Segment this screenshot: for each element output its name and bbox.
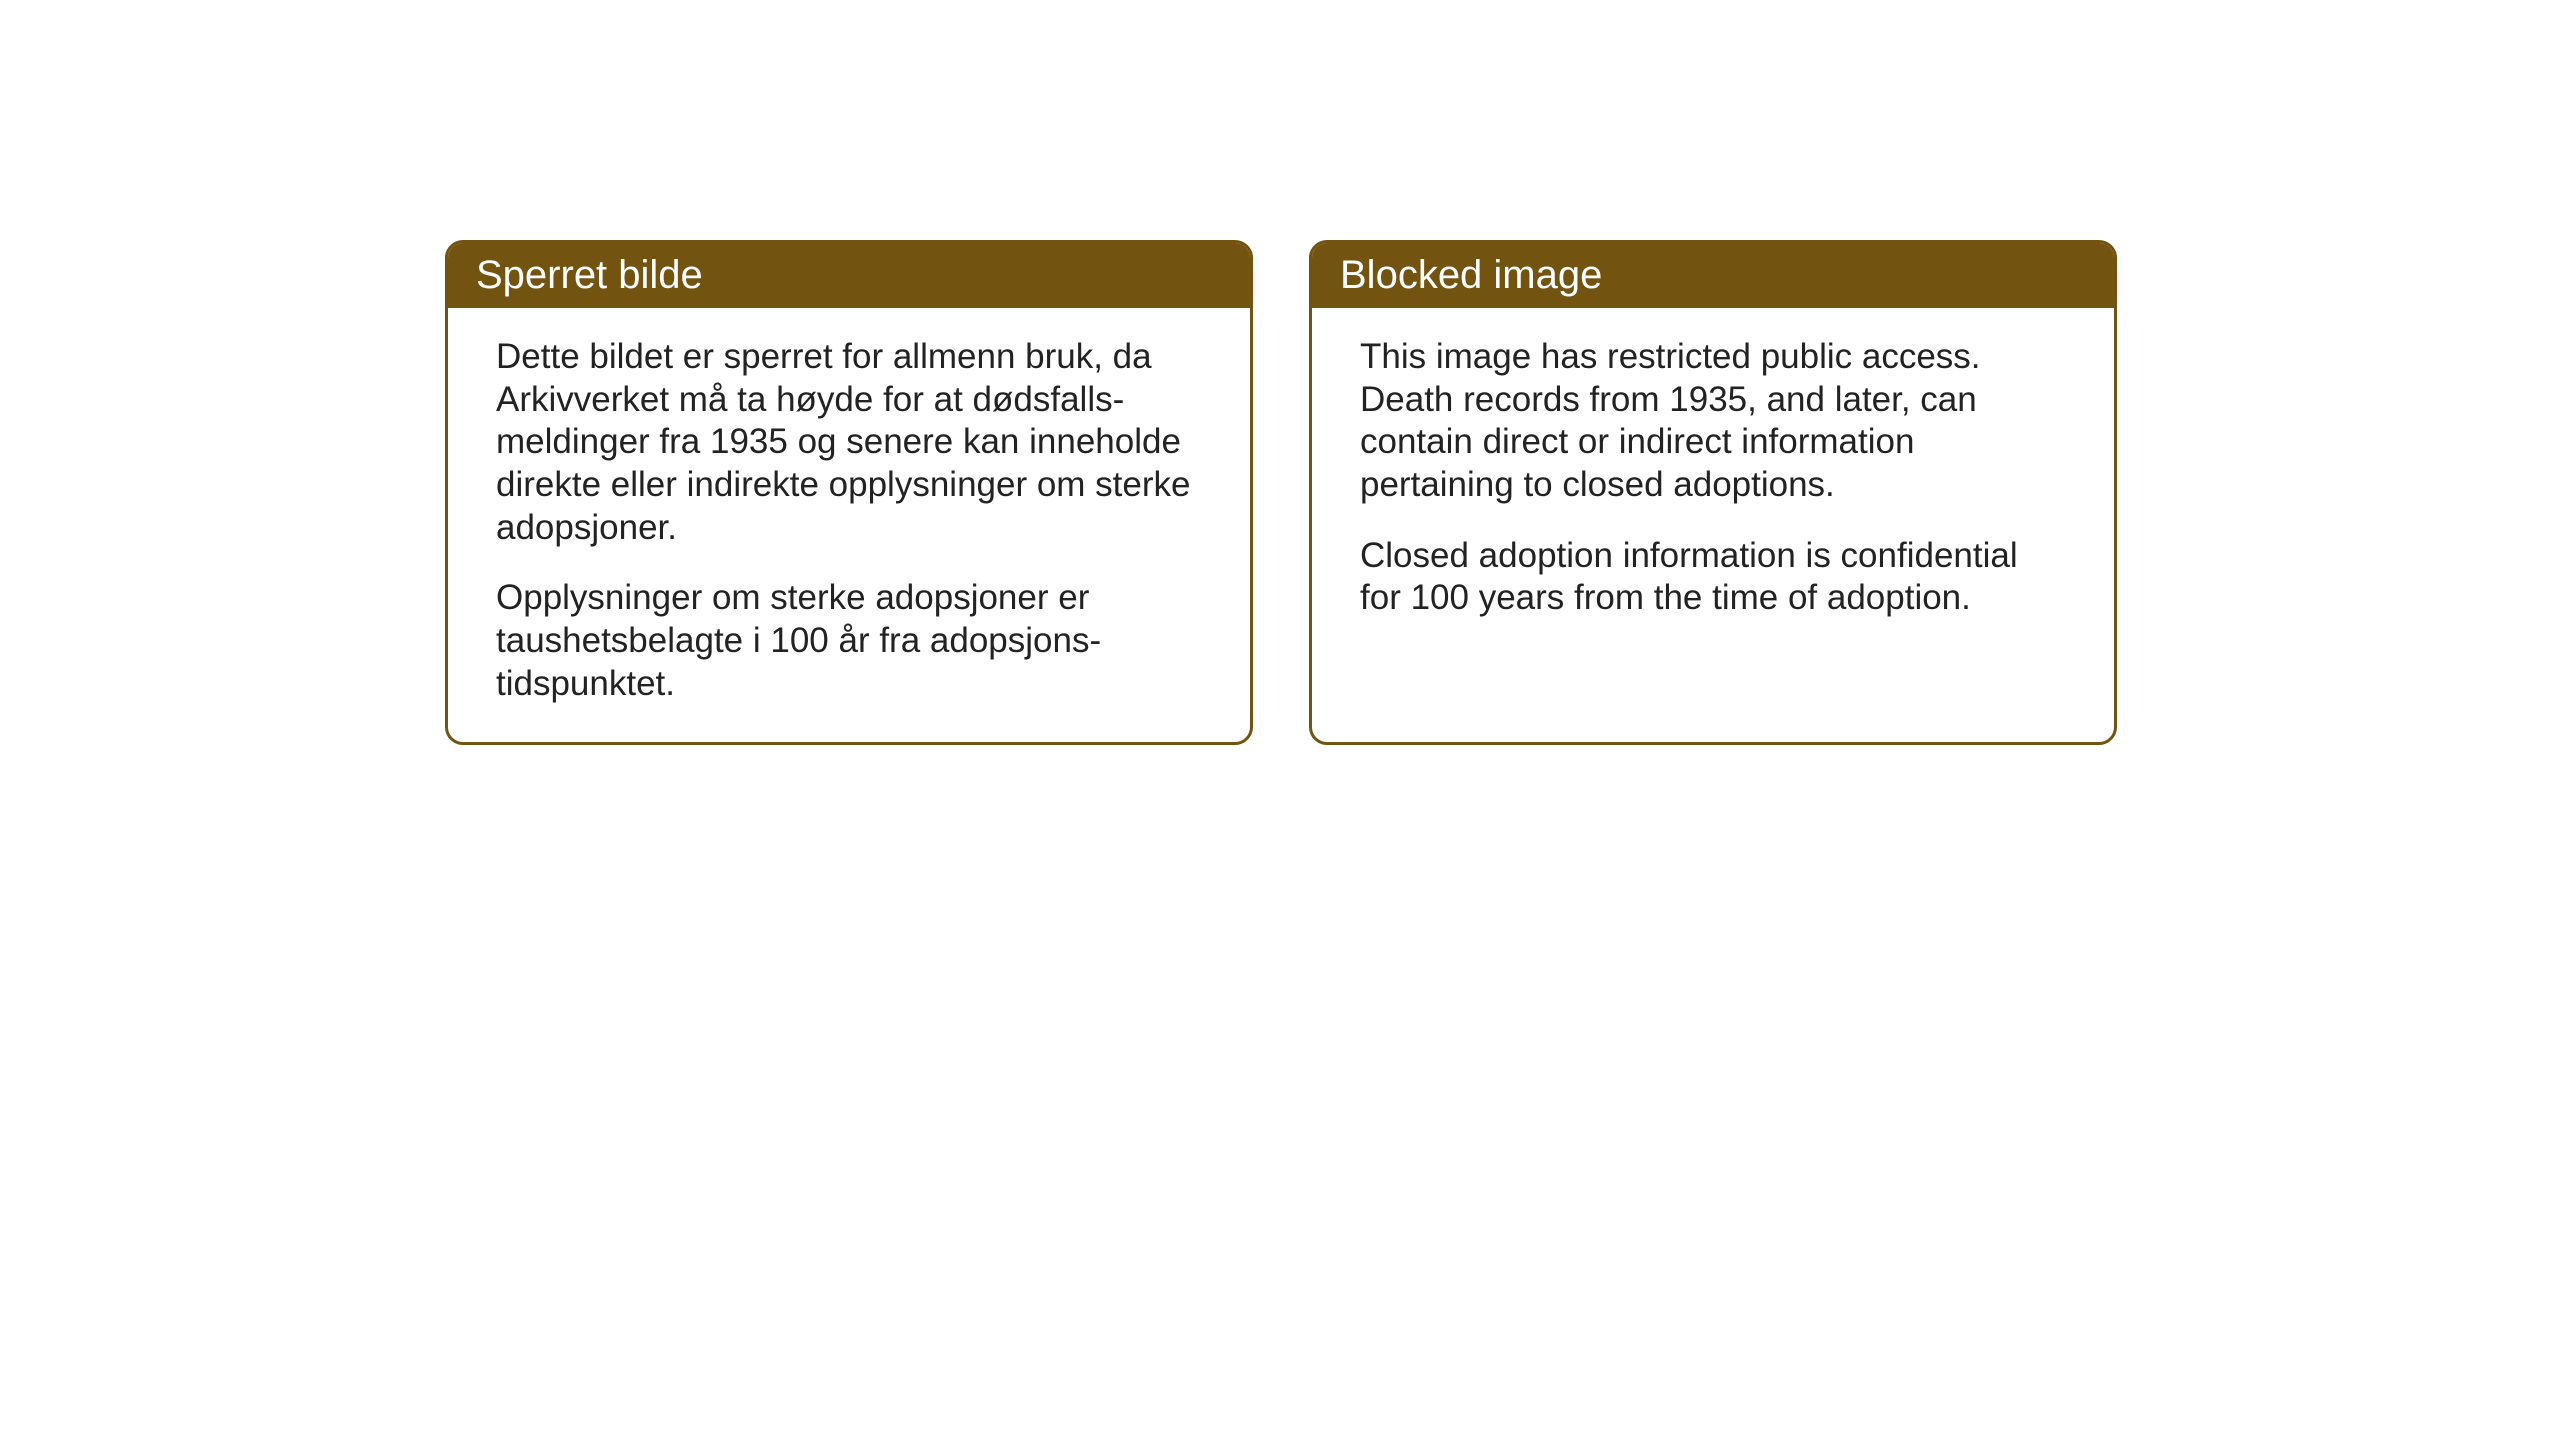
card-body-norwegian: Dette bildet er sperret for allmenn bruk…	[448, 308, 1250, 742]
card-norwegian: Sperret bilde Dette bildet er sperret fo…	[445, 240, 1253, 745]
card-paragraph-1-norwegian: Dette bildet er sperret for allmenn bruk…	[496, 336, 1202, 549]
card-title-english: Blocked image	[1340, 253, 1602, 297]
cards-container: Sperret bilde Dette bildet er sperret fo…	[445, 240, 2117, 745]
card-title-norwegian: Sperret bilde	[476, 253, 703, 297]
card-header-english: Blocked image	[1312, 243, 2114, 308]
card-header-norwegian: Sperret bilde	[448, 243, 1250, 308]
card-paragraph-1-english: This image has restricted public access.…	[1360, 336, 2066, 507]
card-english: Blocked image This image has restricted …	[1309, 240, 2117, 745]
card-paragraph-2-english: Closed adoption information is confident…	[1360, 535, 2066, 620]
card-body-english: This image has restricted public access.…	[1312, 308, 2114, 656]
card-paragraph-2-norwegian: Opplysninger om sterke adopsjoner er tau…	[496, 577, 1202, 705]
